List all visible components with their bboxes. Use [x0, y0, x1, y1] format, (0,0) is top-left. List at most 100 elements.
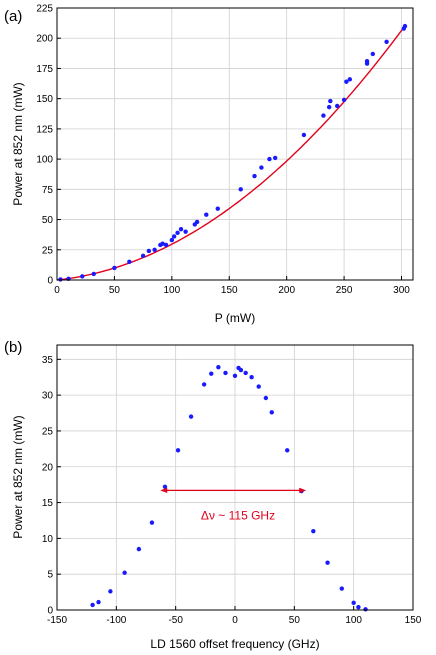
- data-point: [160, 241, 165, 246]
- data-point: [263, 395, 269, 401]
- data-point: [122, 570, 127, 575]
- data-point: [96, 599, 101, 605]
- data-point: [252, 173, 257, 179]
- data-point: [175, 448, 181, 453]
- data-point: [204, 212, 209, 217]
- data-point: [272, 155, 278, 161]
- y-tick-label: 125: [36, 124, 53, 135]
- data-point: [249, 375, 254, 380]
- data-point: [256, 384, 261, 389]
- data-point: [341, 97, 347, 103]
- x-tick-label: 0: [232, 615, 238, 626]
- data-point: [384, 39, 389, 45]
- data-point: [80, 274, 85, 279]
- x-tick-label: 150: [405, 615, 422, 626]
- data-point: [194, 219, 200, 225]
- x-tick-label: 50: [289, 615, 301, 626]
- data-point: [215, 206, 220, 211]
- y-tick-label: 200: [36, 34, 53, 45]
- data-point: [108, 589, 113, 594]
- arrowhead-right-icon: [299, 487, 307, 493]
- data-point: [402, 23, 408, 29]
- panel-b-y-axis-label: Power at 852 nm (mW): [11, 415, 25, 538]
- panel-a-x-axis-label: P (mW): [215, 311, 255, 325]
- panel-b-points: [90, 365, 368, 612]
- data-point: [325, 560, 330, 565]
- x-tick-label: 0: [54, 285, 60, 296]
- panel-a-ticks: [56, 7, 403, 281]
- data-point: [370, 51, 376, 57]
- panel-b-x-axis-label: LD 1560 offset frequency (GHz): [150, 637, 319, 651]
- data-point: [339, 586, 344, 591]
- y-tick-label: 175: [36, 64, 53, 75]
- y-tick-label: 25: [42, 245, 54, 256]
- data-point: [140, 253, 146, 259]
- x-tick-label: 250: [336, 285, 353, 296]
- y-tick-label: 75: [42, 185, 54, 196]
- data-point: [112, 265, 117, 271]
- data-point: [311, 529, 316, 534]
- data-point: [364, 58, 370, 64]
- data-point: [146, 248, 152, 254]
- arrowhead-left-icon: [160, 487, 168, 493]
- panel-a-points: [58, 23, 408, 282]
- panel-b-y-tick-labels: 0 5 10 15 20 25 30 35: [42, 355, 54, 617]
- data-point: [169, 237, 175, 243]
- data-point: [267, 156, 272, 162]
- data-point: [232, 373, 238, 378]
- panel-a-y-tick-labels: 0 25 50 75 100 125 150 175 200 225: [36, 4, 53, 287]
- panel-a-grid: [56, 7, 413, 281]
- data-point: [175, 230, 180, 236]
- data-point: [344, 79, 349, 84]
- y-tick-label: 10: [42, 534, 54, 545]
- data-point: [328, 98, 333, 104]
- fit-curve: [56, 25, 406, 281]
- data-point: [238, 367, 244, 373]
- y-tick-label: 25: [42, 426, 54, 437]
- panel-a-frame: [56, 7, 414, 281]
- data-point: [127, 259, 132, 265]
- data-point: [321, 113, 326, 118]
- data-point: [209, 371, 214, 376]
- data-point: [171, 234, 177, 239]
- x-tick-label: 100: [163, 285, 180, 296]
- data-point: [136, 546, 142, 552]
- data-point: [259, 165, 264, 170]
- data-point: [243, 370, 248, 376]
- panel-b-grid: [56, 345, 414, 611]
- x-tick-label: -150: [47, 615, 67, 626]
- y-tick-label: 5: [47, 570, 53, 581]
- y-tick-label: 50: [42, 215, 54, 226]
- data-point: [163, 242, 169, 248]
- panel-b-annotation: Δν ~ 115 GHz: [201, 508, 275, 522]
- x-tick-label: 100: [345, 615, 362, 626]
- panel-b-arrow: [160, 487, 307, 493]
- x-tick-label: 150: [221, 285, 238, 296]
- data-point: [90, 602, 95, 608]
- x-tick-label: -100: [106, 615, 126, 626]
- data-point: [178, 227, 184, 232]
- y-tick-label: 30: [42, 391, 54, 402]
- data-point: [223, 370, 228, 376]
- panel-a: 0 50 100 150 200 250 300 0 25 50 75 100 125 150 175 20…: [4, 4, 414, 325]
- y-tick-label: 20: [42, 462, 54, 473]
- y-tick-label: 15: [42, 498, 54, 509]
- data-point: [285, 448, 290, 453]
- panel-b-x-tick-labels: -150 -100 -50 0 50 100 150: [47, 615, 422, 626]
- y-tick-label: 225: [36, 4, 53, 15]
- data-point: [58, 277, 63, 282]
- data-point: [162, 484, 168, 490]
- x-tick-label: 50: [109, 285, 121, 296]
- data-point: [149, 520, 155, 525]
- data-point: [269, 410, 274, 415]
- data-point: [183, 229, 188, 234]
- data-point: [188, 414, 194, 419]
- data-point: [335, 103, 340, 109]
- data-point: [152, 247, 157, 252]
- panel-a-y-axis-label: Power at 852 nm (mW): [11, 82, 25, 205]
- panel-a-x-tick-labels: 0 50 100 150 200 250 300: [54, 285, 410, 296]
- y-tick-label: 150: [36, 94, 53, 105]
- y-tick-label: 0: [47, 606, 53, 617]
